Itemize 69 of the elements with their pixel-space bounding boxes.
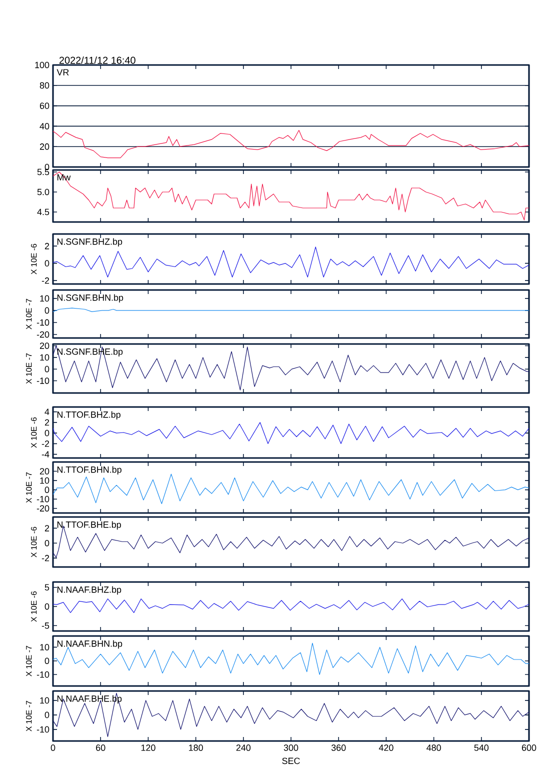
line-series	[53, 422, 529, 444]
y-tick-label: 20	[40, 143, 50, 150]
y-tick-label: 20	[40, 468, 50, 474]
x-tick-label: 120	[141, 744, 156, 751]
line-series	[53, 598, 529, 613]
y-tick-label: -10	[36, 319, 50, 326]
y-tick-label: 40	[40, 123, 50, 130]
y-tick-label: 100	[35, 62, 50, 68]
x-tick-label: 480	[426, 744, 441, 751]
y-tick-label: 10	[40, 697, 50, 704]
y-tick-label: 10	[40, 354, 50, 361]
y-tick-label: 0	[44, 540, 50, 546]
text: 2022/11/12 16:40	[59, 56, 136, 64]
y-tick-label: 4	[44, 408, 50, 415]
x-tick-label: 60	[96, 744, 106, 751]
x-tick-label: 180	[189, 744, 203, 751]
chart-title: N.TTOF.BHZ.bp	[57, 411, 120, 420]
y-tick-label: -2	[42, 440, 50, 447]
y-tick-label: 2	[44, 242, 50, 250]
y-tick-label: -10	[36, 671, 50, 678]
y-tick-label: 0	[44, 260, 50, 266]
chart-title: N.NAAF.BHZ.bp	[57, 586, 122, 595]
chart-title: N.TTOF.BHN.bp	[57, 466, 122, 475]
line-series	[53, 246, 529, 278]
y-tick-label: 0	[44, 366, 50, 372]
x-axis-title: SEC	[282, 758, 300, 764]
y-tick-label: -5	[42, 622, 50, 629]
y-tick-label: 5	[44, 584, 50, 590]
y-tick-label: 0	[44, 430, 50, 436]
chart-title: N.TTOF.BHE.bp	[57, 521, 121, 530]
line-series	[53, 345, 529, 390]
y-tick-label: 4.5	[37, 208, 50, 216]
y-tick-label: 5.0	[37, 188, 50, 196]
y-tick-label: -2	[42, 554, 50, 562]
y-tick-label: -10	[36, 378, 50, 384]
x-tick-label: 300	[284, 744, 298, 751]
y-tick-label: 0	[44, 603, 50, 610]
y-tick-label: 20	[40, 342, 50, 349]
y-tick-label: 0	[44, 658, 50, 664]
chart-title: N.NAAF.BHN.bp	[57, 640, 122, 649]
x-tick-label: 360	[331, 744, 346, 751]
y-tick-label: 0	[44, 307, 50, 314]
line-series	[53, 474, 529, 504]
y-tick-label: -10	[36, 726, 50, 733]
y-tick-label: 60	[40, 102, 50, 109]
y-tick-label: 10	[40, 644, 50, 650]
x-tick-label: 0	[50, 744, 56, 751]
x-tick-label: 540	[474, 744, 489, 751]
y-tick-label: -20	[36, 331, 50, 338]
y-tick-label: 5.5	[37, 168, 50, 176]
y-tick-label: -10	[36, 496, 50, 502]
y-tick-label: -4	[42, 451, 50, 458]
x-tick-label: 240	[236, 744, 251, 751]
y-tick-label: 10	[40, 295, 50, 302]
chart-title: VR	[56, 69, 69, 76]
line-series	[53, 692, 529, 737]
y-tick-label: -2	[42, 277, 50, 284]
y-tick-label: -20	[36, 505, 50, 512]
y-tick-label: 10	[40, 477, 50, 484]
line-series	[53, 130, 529, 158]
y-tick-label: 0	[44, 712, 50, 718]
chart-title: N.SGNF.BHN.bp	[57, 294, 124, 303]
y-tick-label: 2	[44, 419, 50, 426]
x-tick-label: 600	[522, 744, 536, 751]
y-tick-label: 2	[44, 525, 50, 532]
y-tick-label: 80	[40, 82, 50, 89]
y-tick-label: 0	[44, 486, 50, 494]
chart-title: N.SGNF.BHZ.bp	[57, 238, 122, 247]
x-tick-label: 420	[378, 744, 394, 751]
